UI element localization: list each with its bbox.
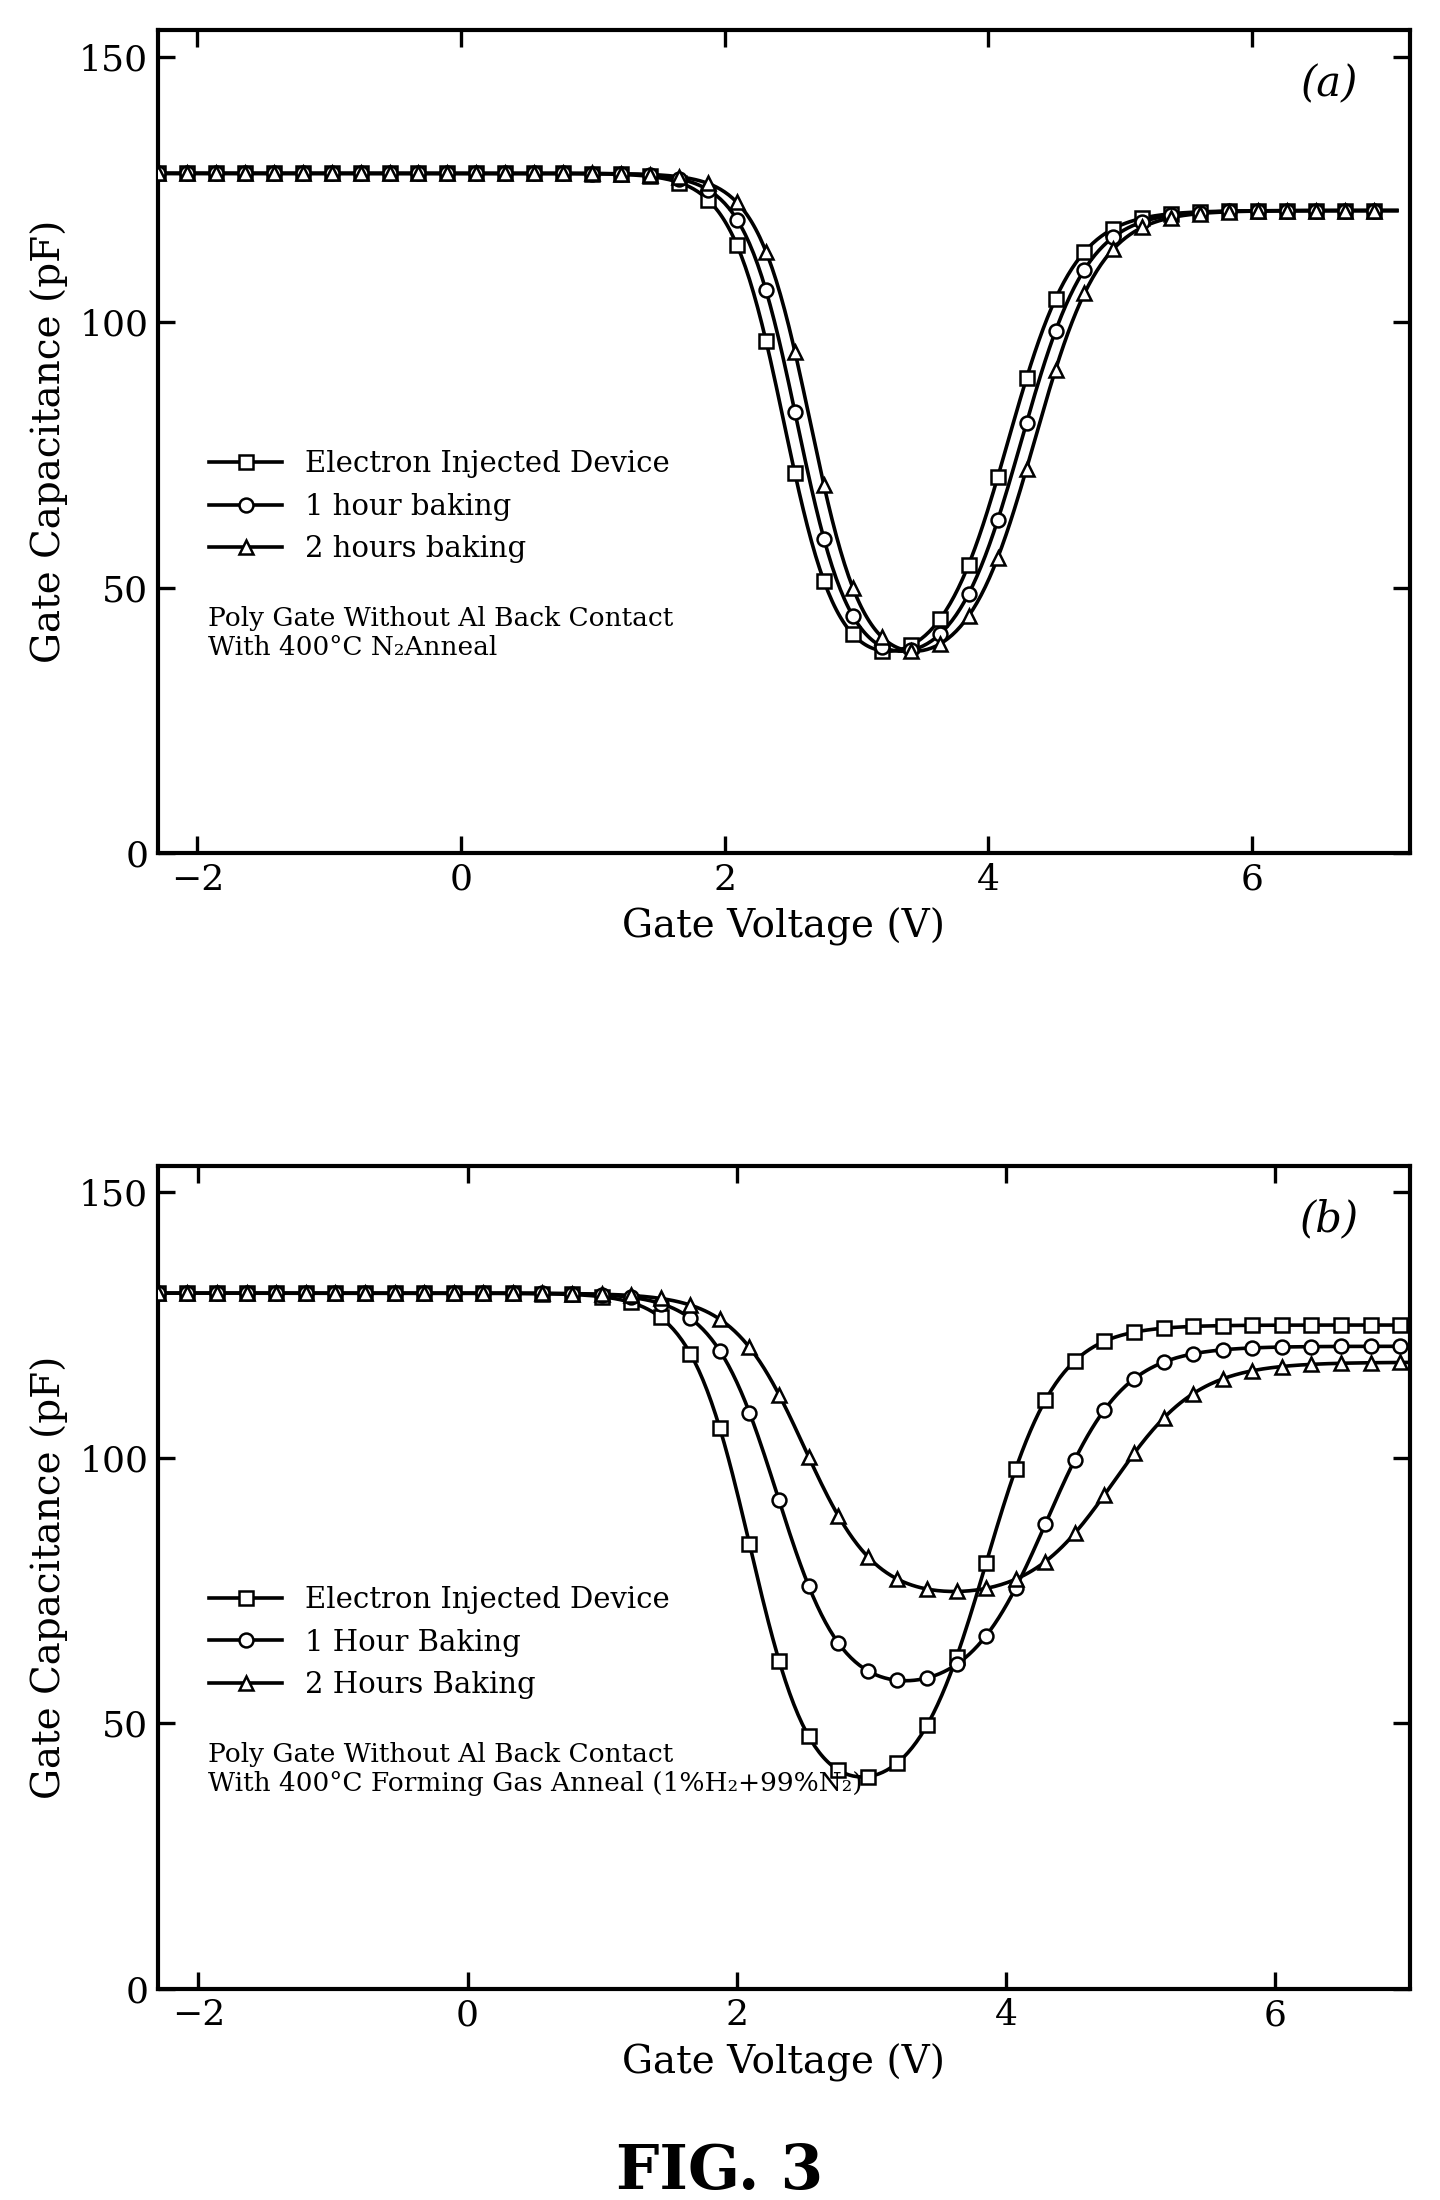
Y-axis label: Gate Capacitance (pF): Gate Capacitance (pF) xyxy=(30,220,68,662)
Y-axis label: Gate Capacitance (pF): Gate Capacitance (pF) xyxy=(30,1355,68,1800)
X-axis label: Gate Voltage (V): Gate Voltage (V) xyxy=(622,2044,946,2081)
Text: (b): (b) xyxy=(1299,1199,1358,1241)
X-axis label: Gate Voltage (V): Gate Voltage (V) xyxy=(622,909,946,946)
Text: FIG. 3: FIG. 3 xyxy=(616,2143,824,2200)
Text: Poly Gate Without Al Back Contact
With 400°C Forming Gas Anneal (1%H₂+99%N₂): Poly Gate Without Al Back Contact With 4… xyxy=(207,1742,863,1795)
Text: Poly Gate Without Al Back Contact
With 400°C N₂Anneal: Poly Gate Without Al Back Contact With 4… xyxy=(207,607,674,660)
Legend: Electron Injected Device, 1 hour baking, 2 hours baking: Electron Injected Device, 1 hour baking,… xyxy=(197,438,681,574)
Text: (a): (a) xyxy=(1300,64,1358,106)
Legend: Electron Injected Device, 1 Hour Baking, 2 Hours Baking: Electron Injected Device, 1 Hour Baking,… xyxy=(197,1575,681,1712)
